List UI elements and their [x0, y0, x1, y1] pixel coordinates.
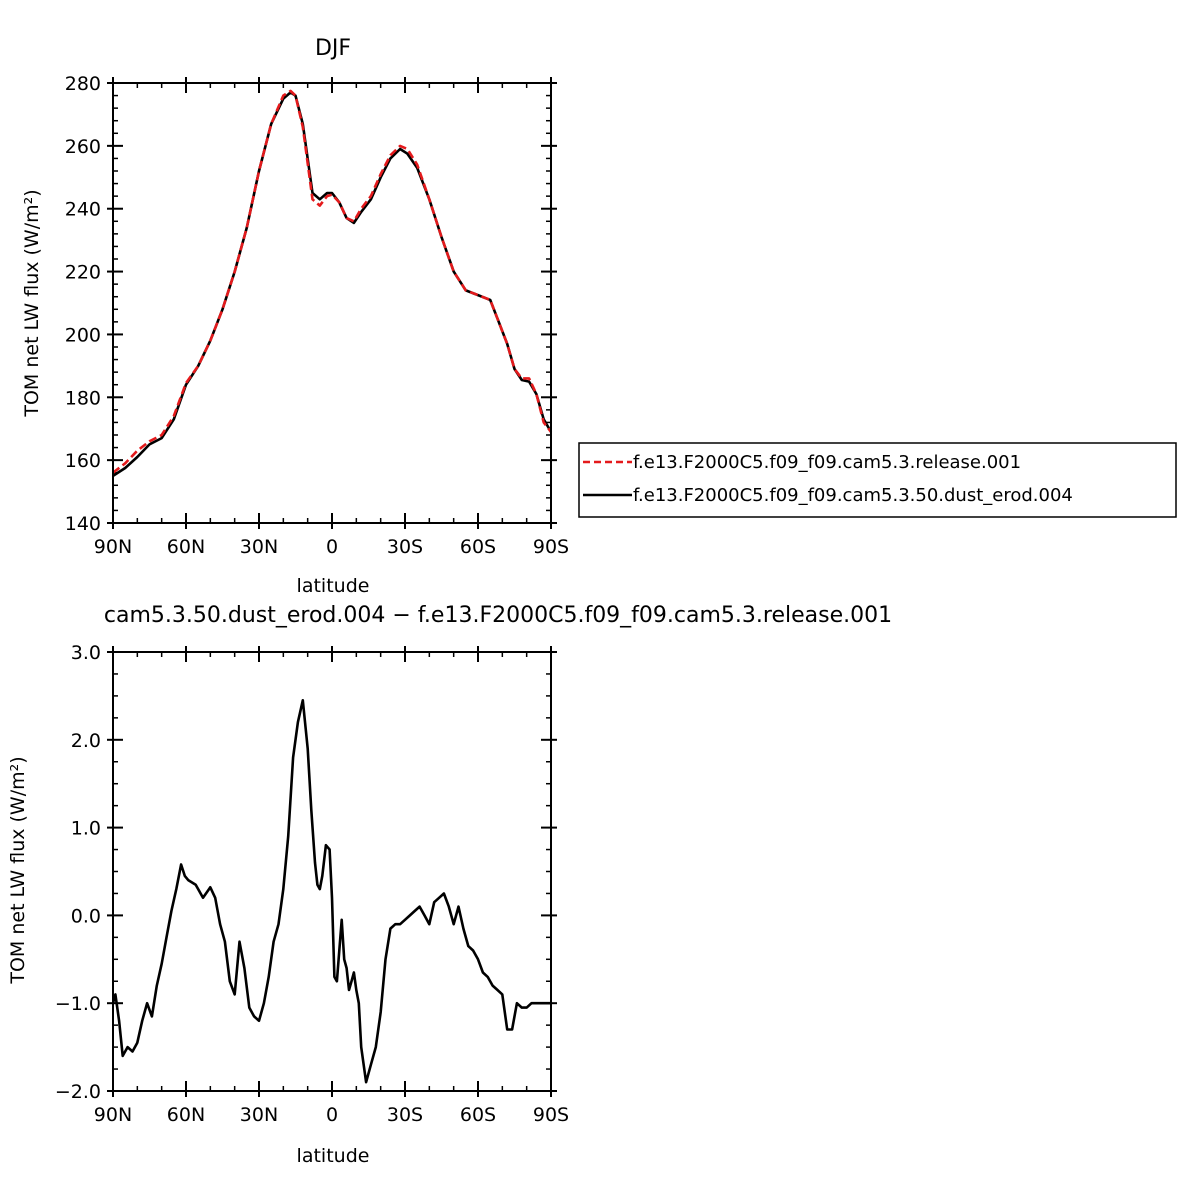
y-tick-label: 0.0: [71, 905, 101, 927]
y-tick-label: 180: [65, 387, 101, 409]
top-chart-title: DJF: [315, 36, 351, 61]
series-line-0-1: [112, 91, 553, 477]
y-tick-label: 280: [65, 73, 101, 95]
x-tick-label: 90S: [533, 1104, 569, 1126]
bottom-x-axis-label: latitude: [297, 1145, 370, 1167]
x-tick-label: 0: [326, 1104, 338, 1126]
series-line-1-0: [111, 698, 551, 1084]
x-tick-label: 60N: [167, 536, 205, 558]
y-tick-label: 260: [65, 136, 101, 158]
x-tick-label: 90S: [533, 536, 569, 558]
x-tick-label: 90N: [94, 1104, 132, 1126]
y-tick-label: 1.0: [71, 818, 101, 840]
bottom-plot-frame: [112, 651, 552, 1092]
x-tick-label: 0: [326, 536, 338, 558]
top-axes: 140 160 180 200 220 240 260 280 90N 60N 30N 0 30S 60S…: [65, 73, 569, 558]
y-tick-label: 200: [65, 324, 101, 346]
x-tick-label: 30S: [387, 1104, 423, 1126]
bottom-panel: cam5.3.50.dust_erod.004 − f.e13.F2000C5.…: [7, 603, 892, 1167]
legend-box: [578, 442, 1177, 518]
top-y-axis-label: TOM net LW flux (W/m²): [21, 189, 43, 417]
y-tick-label: 220: [65, 262, 101, 284]
x-tick-label: 60N: [167, 1104, 205, 1126]
x-tick-label: 30S: [387, 536, 423, 558]
x-tick-label: 30N: [240, 536, 278, 558]
x-tick-label: 90N: [94, 536, 132, 558]
series-line-0-0: [112, 89, 553, 474]
legend: f.e13.F2000C5.f09_f09.cam5.3.release.001…: [578, 442, 1177, 518]
top-x-axis-label: latitude: [297, 575, 370, 597]
bottom-series-group: [111, 698, 551, 1084]
x-tick-label: 30N: [240, 1104, 278, 1126]
y-tick-label: 240: [65, 199, 101, 221]
x-tick-label: 60S: [460, 1104, 496, 1126]
y-tick-label: 160: [65, 450, 101, 472]
bottom-y-axis-label: TOM net LW flux (W/m²): [7, 756, 29, 984]
y-tick-label: −1.0: [55, 993, 101, 1015]
y-tick-label: 3.0: [71, 642, 101, 664]
legend-label-dust-erod: f.e13.F2000C5.f09_f09.cam5.3.50.dust_ero…: [633, 485, 1073, 506]
y-tick-label: −2.0: [55, 1081, 101, 1103]
bottom-chart-title: cam5.3.50.dust_erod.004 − f.e13.F2000C5.…: [104, 603, 892, 628]
bottom-axes: −2.0 −1.0 0.0 1.0 2.0 3.0 90N 60N 30N 0 30S 60S 90S: [55, 642, 569, 1126]
top-panel: DJF latitude TOM net LW flux (W/m²) 1401…: [21, 36, 569, 597]
top-plot-frame: [112, 82, 552, 524]
top-series-group: [112, 89, 553, 477]
legend-label-release: f.e13.F2000C5.f09_f09.cam5.3.release.001: [633, 452, 1021, 473]
y-tick-label: 2.0: [71, 730, 101, 752]
y-tick-label: 140: [65, 513, 101, 535]
x-tick-label: 60S: [460, 536, 496, 558]
